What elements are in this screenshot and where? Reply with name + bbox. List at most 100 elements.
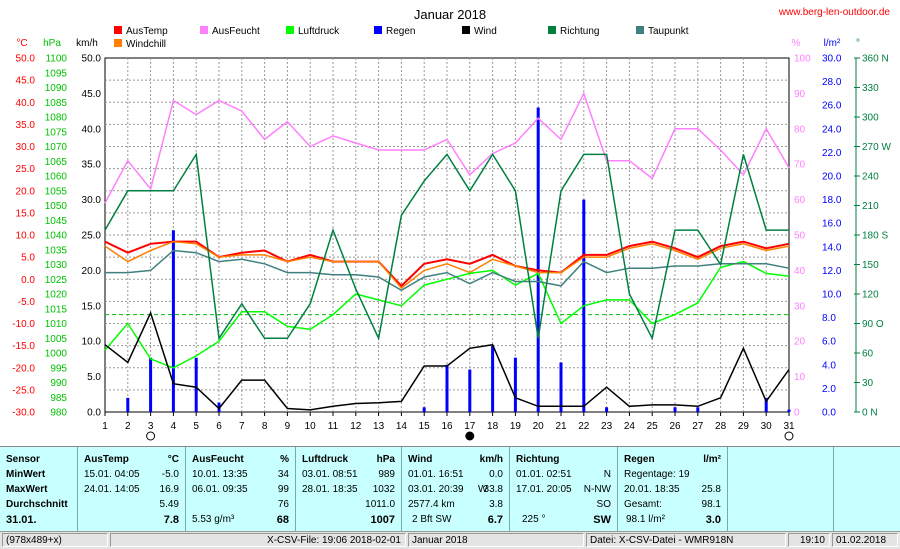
- humidity-axis-tick: 10: [794, 372, 806, 383]
- wind-avg: 3.8: [489, 499, 503, 510]
- regen-days: Regentage: 19: [624, 469, 690, 480]
- humidity-axis-tick: 90: [794, 89, 806, 100]
- pressure-axis-tick: 1040: [45, 231, 68, 242]
- axis-unit-humidity: %: [792, 38, 801, 49]
- rain-bar: [422, 407, 426, 412]
- wind-min-time: 01.01. 16:51: [408, 469, 464, 480]
- legend-swatch: [114, 39, 122, 47]
- axis-unit-rain: l/m²: [824, 38, 841, 49]
- wind-axis-tick: 10.0: [82, 337, 102, 348]
- richtung-min-val: N: [603, 469, 611, 480]
- legend-swatch: [200, 26, 208, 34]
- temp-axis-tick: 20.0: [16, 186, 36, 197]
- austemp-min-val: -5.0: [161, 469, 179, 480]
- chart-title: Januar 2018: [414, 7, 486, 22]
- wind-axis-tick: 35.0: [82, 160, 102, 171]
- wind-header: Wind: [408, 454, 433, 465]
- pressure-axis-tick: 1000: [45, 349, 68, 360]
- series-line-luftdruck: [104, 260, 790, 369]
- x-tick-label: 3: [148, 421, 154, 432]
- legend-swatch: [374, 26, 382, 34]
- humidity-axis-tick: 100: [794, 54, 811, 65]
- axis-unit-temp: °C: [16, 38, 27, 49]
- rain-bar: [559, 362, 563, 412]
- temp-axis-tick: -15.0: [12, 341, 35, 352]
- richtung-current: SW: [593, 514, 611, 526]
- austemp-min-time: 15.01. 04:05: [84, 469, 140, 480]
- ausfeucht-max-val: 99: [277, 484, 289, 495]
- wind-min-val: 0.0: [489, 469, 503, 480]
- pressure-axis-tick: 1015: [45, 304, 68, 315]
- rain-bar: [468, 369, 472, 412]
- rain-axis-tick: 14.0: [822, 242, 842, 253]
- humidity-axis-tick: 0: [794, 408, 800, 419]
- x-tick-label: 31: [783, 421, 795, 432]
- wind-axis-tick: 20.0: [82, 266, 102, 277]
- rain-axis-tick: 6.0: [822, 337, 836, 348]
- rain-axis-tick: 18.0: [822, 195, 842, 206]
- luftdruck-unit: hPa: [376, 454, 395, 465]
- pressure-axis-tick: 1065: [45, 157, 68, 168]
- x-tick-label: 14: [396, 421, 408, 432]
- x-tick-label: 6: [216, 421, 222, 432]
- current-date: 31.01.: [6, 514, 37, 526]
- humidity-axis-tick: 60: [794, 195, 806, 206]
- luftdruck-min-time: 03.01. 08:51: [302, 469, 358, 480]
- rain-bar: [445, 364, 449, 412]
- status-file: X-CSV-File: 19:06 2018-02-01: [110, 533, 406, 547]
- pressure-axis-tick: 1080: [45, 113, 68, 124]
- rain-bar: [149, 357, 153, 412]
- humidity-axis-tick: 70: [794, 160, 806, 171]
- stats-ausfeucht-col: AusFeucht % 10.01. 13:35 34 06.01. 09:35…: [186, 447, 296, 531]
- pressure-axis-tick: 1005: [45, 334, 68, 345]
- status-datei: Datei: X-CSV-Datei - WMR918N: [586, 533, 786, 547]
- direction-axis-tick: 0 N: [862, 408, 878, 419]
- axis-unit-wind: km/h: [76, 38, 98, 49]
- humidity-axis-tick: 40: [794, 266, 806, 277]
- temp-axis-tick: -25.0: [12, 385, 35, 396]
- x-tick-label: 29: [738, 421, 750, 432]
- regen-max-val: 25.8: [701, 484, 721, 495]
- pressure-axis-tick: 1060: [45, 172, 68, 183]
- rain-axis-tick: 22.0: [822, 148, 842, 159]
- rain-axis-tick: 24.0: [822, 124, 842, 135]
- regen-month-total: 98.1 l/m²: [626, 514, 665, 525]
- status-time: 19:10: [788, 533, 830, 547]
- minwert-label: MinWert: [6, 469, 46, 480]
- regen-max-time: 20.01. 18:35: [624, 484, 680, 495]
- richtung-avg: SO: [596, 499, 611, 510]
- x-tick-label: 15: [419, 421, 431, 432]
- wind-beaufort: 2 Bft SW: [412, 514, 452, 525]
- wind-axis-tick: 0.0: [87, 408, 101, 419]
- status-month: Januar 2018: [408, 533, 584, 547]
- temp-axis-tick: 15.0: [16, 208, 36, 219]
- temp-axis-tick: -5.0: [18, 297, 36, 308]
- x-tick-label: 27: [692, 421, 704, 432]
- rain-axis-tick: 8.0: [822, 313, 836, 324]
- pressure-axis-tick: 1075: [45, 127, 68, 138]
- rain-bar: [536, 107, 540, 412]
- axis-unit-direction: °: [856, 38, 860, 49]
- ausfeucht-current: 68: [276, 514, 289, 526]
- wind-axis-tick: 25.0: [82, 231, 102, 242]
- x-tick-label: 19: [510, 421, 522, 432]
- x-axis-ticks: 1 2 3 4 5 6 7 8 9 10 11 12 13 14 15 16 17 18 19 20 21 22 23 24 2…: [102, 412, 795, 432]
- rain-axis-tick: 4.0: [822, 360, 836, 371]
- wind-axis-tick: 15.0: [82, 301, 102, 312]
- temp-axis-tick: 45.0: [16, 76, 36, 87]
- pressure-axis-tick: 995: [50, 363, 67, 374]
- temp-axis-tick: 30.0: [16, 142, 36, 153]
- wind-current: 6.7: [487, 514, 503, 526]
- wind-axis-tick: 40.0: [82, 124, 102, 135]
- wind-unit: km/h: [479, 454, 503, 465]
- x-tick-label: 16: [441, 421, 453, 432]
- ausfeucht-max-time: 06.01. 09:35: [192, 484, 248, 495]
- source-url: www.berg-len-outdoor.de: [778, 7, 891, 18]
- pressure-axis-tick: 1095: [45, 68, 68, 79]
- x-tick-label: 25: [647, 421, 659, 432]
- pressure-axis-tick: 1010: [45, 319, 68, 330]
- direction-axis-tick: 30: [862, 378, 874, 389]
- rain-axis-tick: 28.0: [822, 77, 842, 88]
- x-tick-label: 7: [239, 421, 245, 432]
- rain-axis-tick: 26.0: [822, 101, 842, 112]
